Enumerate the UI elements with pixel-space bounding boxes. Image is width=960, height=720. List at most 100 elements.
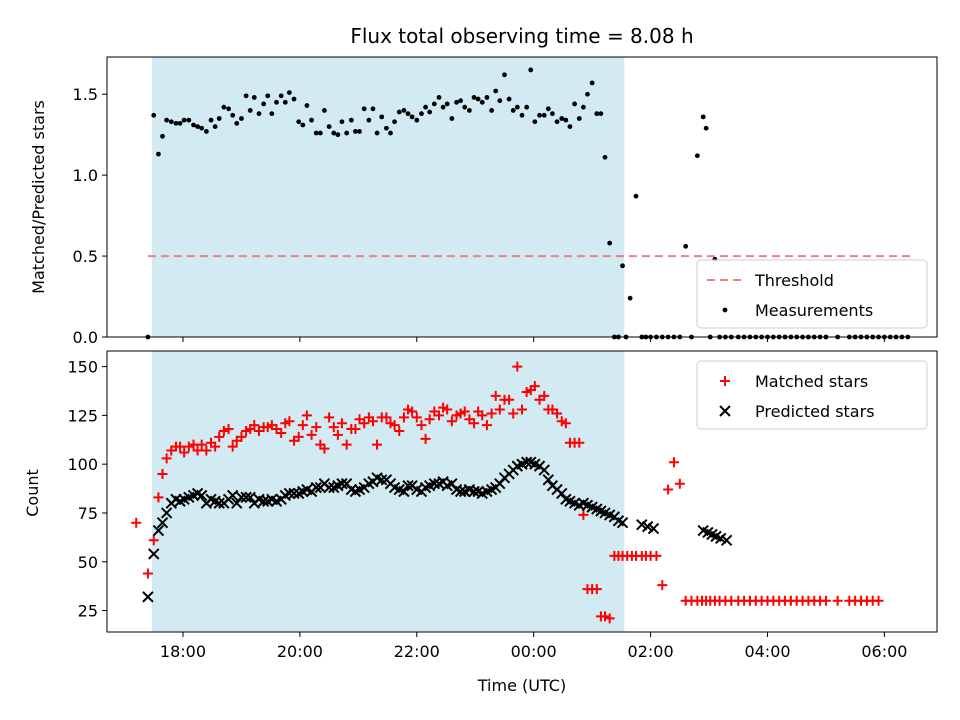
matched-star-point xyxy=(604,613,615,624)
measurement-point xyxy=(374,130,380,136)
y-tick-label: 75 xyxy=(78,504,98,523)
measurement-point xyxy=(274,99,279,105)
predicted-star-point xyxy=(142,591,154,603)
matched-star-point xyxy=(142,568,153,579)
measurement-point xyxy=(545,106,551,112)
measurement-point xyxy=(506,96,512,102)
measurement-point xyxy=(309,117,314,123)
series-predicted-stars xyxy=(142,456,733,603)
predicted-star-point xyxy=(647,522,660,535)
matched-star-point xyxy=(442,404,453,415)
matched-star-point xyxy=(517,404,527,415)
measurement-point xyxy=(388,130,393,136)
matched-star-point xyxy=(196,439,207,450)
predicted-star-point xyxy=(538,464,550,476)
measurement-point xyxy=(370,106,376,112)
measurement-point xyxy=(286,90,292,96)
x-tick-label: 20:00 xyxy=(277,642,323,661)
measurement-point xyxy=(296,119,302,125)
measurement-point xyxy=(440,104,446,110)
matched-star-point xyxy=(674,478,685,489)
measurement-point xyxy=(633,193,639,199)
measurement-point xyxy=(436,95,442,100)
measurement-point xyxy=(269,111,275,117)
series-matched-stars xyxy=(131,361,884,624)
measurement-point xyxy=(339,119,345,125)
matched-star-point xyxy=(381,412,392,423)
matched-star-point xyxy=(574,437,585,448)
matched-star-point xyxy=(301,410,312,421)
predicted-star-point xyxy=(288,487,300,500)
measurement-point xyxy=(247,108,253,113)
matched-star-point xyxy=(424,414,435,425)
matched-star-point xyxy=(490,390,501,401)
matched-star-point xyxy=(183,441,194,452)
matched-star-point xyxy=(539,390,550,401)
y-tick-label: 150 xyxy=(67,358,98,377)
measurement-point xyxy=(444,101,450,107)
measurement-point xyxy=(576,116,582,121)
matched-star-point xyxy=(446,416,457,427)
measurement-point xyxy=(335,132,341,138)
predicted-star-point xyxy=(283,487,296,500)
legend: Threshold Measurements xyxy=(696,259,928,329)
matched-star-point xyxy=(668,457,679,468)
measurement-point xyxy=(199,125,205,131)
legend-predicted-swatch xyxy=(719,405,731,417)
measurement-point xyxy=(216,116,222,121)
matched-star-point xyxy=(359,418,370,429)
y-tick-label: 25 xyxy=(78,602,98,621)
predicted-star-point xyxy=(195,489,208,502)
matched-star-point xyxy=(504,394,515,405)
measurement-point xyxy=(177,120,183,126)
measurement-point xyxy=(419,111,424,117)
legend-label: Predicted stars xyxy=(755,402,875,421)
matched-star-point xyxy=(657,580,668,591)
predicted-star-point xyxy=(468,485,480,498)
matched-star-point xyxy=(394,426,405,437)
matched-star-point xyxy=(481,420,492,431)
matched-star-point xyxy=(651,550,662,561)
measurement-point xyxy=(221,104,227,110)
matched-star-point xyxy=(214,431,225,442)
matched-star-point xyxy=(350,424,361,435)
measurement-point xyxy=(554,119,560,125)
predicted-star-point xyxy=(160,507,173,519)
matched-star-point xyxy=(297,420,308,431)
measurement-point xyxy=(454,99,459,105)
predicted-star-point xyxy=(542,474,555,486)
bottom-y-axis-label: Count xyxy=(23,469,42,517)
legend: Matched stars Predicted stars xyxy=(696,360,928,430)
measurement-point xyxy=(396,109,402,115)
matched-star-point xyxy=(175,441,186,452)
matched-star-point xyxy=(486,408,497,419)
predicted-star-point xyxy=(376,474,388,486)
measurement-point xyxy=(379,114,385,120)
matched-star-point xyxy=(578,509,589,520)
measurement-point xyxy=(524,104,530,110)
measurement-point xyxy=(156,151,161,157)
measurement-point xyxy=(256,111,262,117)
legend-measurement-swatch xyxy=(722,307,728,313)
measurement-point xyxy=(458,98,464,104)
matched-star-point xyxy=(494,404,505,415)
measurement-point xyxy=(322,108,327,113)
measurement-point xyxy=(462,104,468,110)
matched-star-point xyxy=(591,584,602,595)
measurement-point xyxy=(493,88,499,94)
plot-frame xyxy=(106,56,938,338)
measurement-point xyxy=(479,99,485,105)
predicted-star-point xyxy=(323,481,335,494)
measurement-point xyxy=(449,116,455,121)
measurement-point xyxy=(173,120,179,126)
x-axis-label: Time (UTC) xyxy=(477,676,566,695)
measurement-point xyxy=(589,80,595,86)
y-tick-label: 0.0 xyxy=(73,328,98,347)
measurement-point xyxy=(532,119,538,125)
measurement-point xyxy=(602,154,608,160)
measurement-point xyxy=(195,124,200,129)
measurement-point xyxy=(475,96,481,102)
predicted-star-point xyxy=(240,491,252,504)
measurement-point xyxy=(563,117,569,123)
x-tick-label: 18:00 xyxy=(160,642,206,661)
